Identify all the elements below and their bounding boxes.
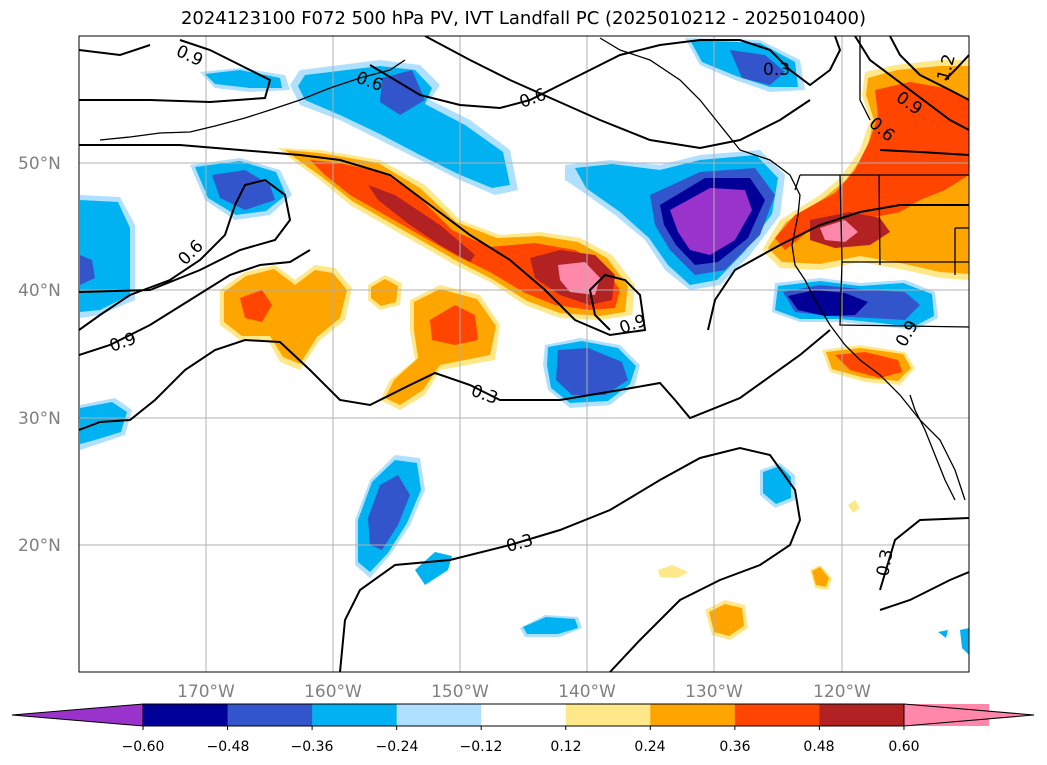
colorbar-segment (396, 704, 482, 726)
colorbar-tick-label: −0.24 (376, 739, 419, 755)
lon-label-170w: 170°W (177, 682, 235, 702)
lon-label-120w: 120°W (813, 682, 871, 702)
map-title: 2024123100 F072 500 hPa PV, IVT Landfall… (180, 8, 867, 29)
lat-label-30n: 30°N (18, 409, 61, 429)
colorbar-tick-label: −0.60 (122, 739, 165, 755)
lon-label-160w: 160°W (304, 682, 362, 702)
colorbar-segment (227, 704, 313, 726)
latitude-labels: 50°N 40°N 30°N 20°N (18, 154, 61, 556)
colorbar-segment (481, 704, 567, 726)
lat-label-50n: 50°N (18, 154, 61, 174)
colorbar-tick-label: −0.48 (207, 739, 250, 755)
colorbar-outline (142, 703, 905, 727)
coastlines (99, 36, 969, 501)
colorbar (11, 703, 1035, 730)
colorbar-tick-label: 0.24 (634, 739, 665, 755)
colorbar-tick-label: 0.36 (719, 739, 750, 755)
graticule (79, 36, 969, 672)
longitude-labels: 170°W 160°W 150°W 140°W 130°W 120°W (177, 682, 871, 702)
colorbar-tick-label: 0.48 (803, 739, 834, 755)
colorbar-segment (312, 704, 398, 726)
contour-label: 0.3 (873, 548, 897, 578)
colorbar-segment (143, 704, 229, 726)
colorbar-tick-label: 0.12 (550, 739, 581, 755)
colorbar-extend-min (11, 703, 144, 727)
lon-label-130w: 130°W (685, 682, 743, 702)
colorbar-tick-label: 0.60 (888, 739, 919, 755)
contour-lines (79, 36, 969, 672)
colorbar-tick-label: −0.12 (460, 739, 503, 755)
map-frame (78, 35, 970, 673)
lat-label-40n: 40°N (18, 281, 61, 301)
colorbar-tick-labels: −0.60 −0.48 −0.36 −0.24 −0.12 0.12 0.24 … (122, 739, 920, 755)
lon-label-140w: 140°W (558, 682, 616, 702)
lon-label-150w: 150°W (431, 682, 489, 702)
colorbar-segment (650, 704, 736, 726)
colorbar-tick-label: −0.36 (291, 739, 334, 755)
colorbar-segment (565, 704, 651, 726)
colorbar-segment (819, 704, 905, 726)
colorbar-segment (734, 704, 820, 726)
contour-label: 0.3 (763, 60, 790, 80)
lat-label-20n: 20°N (18, 536, 61, 556)
